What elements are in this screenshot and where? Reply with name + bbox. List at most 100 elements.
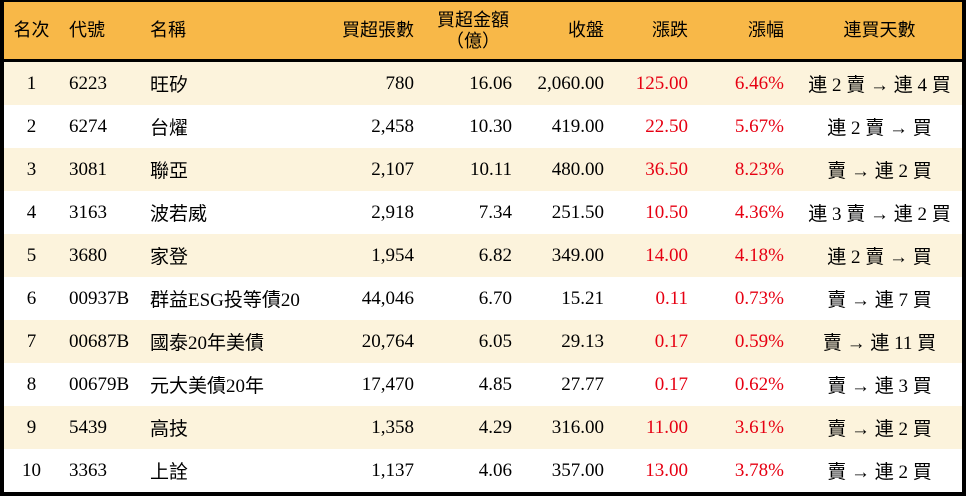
cell-code: 00937B — [69, 287, 130, 309]
cell-rank: 3 — [26, 158, 37, 180]
cell-change: 36.50 — [645, 158, 688, 180]
cell-change_pct: 8.23% — [734, 158, 784, 180]
cell-close: 251.50 — [551, 201, 604, 223]
header-code: 代號 — [59, 2, 144, 62]
header-streak: 連買天數 — [797, 2, 962, 62]
table-row: 8 00679B 元大美債20年 17,470 4.85 27.77 0.17 0.62% 賣 … — [4, 363, 962, 406]
cell-amount: 16.06 — [469, 72, 512, 94]
cell-amount: 6.70 — [478, 287, 512, 309]
cell-change: 0.17 — [654, 330, 688, 352]
cell-rank: 1 — [26, 72, 37, 94]
cell-close: 27.77 — [561, 373, 604, 395]
cell-change_pct: 0.73% — [734, 287, 784, 309]
cell-code: 00687B — [69, 330, 130, 352]
cell-name: 群益ESG投等債20 — [150, 290, 300, 311]
cell-volume: 780 — [385, 72, 415, 94]
cell-change_pct: 0.62% — [734, 373, 784, 395]
cell-streak: 賣 → 連 11 買 — [822, 333, 937, 354]
cell-volume: 17,470 — [361, 373, 414, 395]
cell-rank: 2 — [26, 115, 37, 137]
cell-code: 6223 — [69, 72, 107, 94]
header-amount: 買超金額 （億） — [424, 2, 522, 62]
cell-volume: 1,954 — [371, 244, 414, 266]
cell-amount: 7.34 — [478, 201, 512, 223]
table-row: 5 3680 家登 1,954 6.82 349.00 14.00 4.18% 連 2 賣 → … — [4, 234, 962, 277]
header-close: 收盤 — [522, 2, 617, 62]
cell-rank: 9 — [26, 416, 37, 438]
cell-change: 0.17 — [654, 373, 688, 395]
cell-streak: 連 3 賣 → 連 2 買 — [808, 204, 951, 225]
cell-streak: 賣 → 連 7 買 — [827, 290, 932, 311]
cell-name: 上詮 — [150, 462, 189, 483]
cell-name: 波若威 — [150, 204, 208, 225]
cell-close: 29.13 — [561, 330, 604, 352]
cell-streak: 賣 → 連 3 買 — [827, 376, 932, 397]
header-volume: 買超張數 — [332, 2, 424, 62]
cell-name: 旺矽 — [150, 75, 189, 96]
cell-change: 10.50 — [645, 201, 688, 223]
cell-code: 5439 — [69, 416, 107, 438]
cell-amount: 10.30 — [469, 115, 512, 137]
cell-code: 3163 — [69, 201, 107, 223]
table-row: 1 6223 旺矽 780 16.06 2,060.00 125.00 6.46% 連 2 賣 … — [4, 60, 962, 105]
cell-volume: 20,764 — [361, 330, 414, 352]
cell-name: 元大美債20年 — [150, 376, 265, 397]
table-row: 4 3163 波若威 2,918 7.34 251.50 10.50 4.36% 連 3 賣 →… — [4, 191, 962, 234]
cell-volume: 2,458 — [371, 115, 414, 137]
cell-name: 高技 — [150, 419, 189, 440]
cell-change_pct: 4.36% — [734, 201, 784, 223]
cell-change: 22.50 — [645, 115, 688, 137]
cell-code: 3363 — [69, 459, 107, 481]
cell-close: 349.00 — [551, 244, 604, 266]
cell-change_pct: 4.18% — [734, 244, 784, 266]
cell-name: 家登 — [150, 247, 189, 268]
cell-rank: 6 — [26, 287, 37, 309]
cell-name: 台燿 — [150, 118, 189, 139]
cell-volume: 1,137 — [371, 459, 414, 481]
cell-streak: 賣 → 連 2 買 — [827, 419, 932, 440]
cell-change_pct: 0.59% — [734, 330, 784, 352]
cell-close: 419.00 — [551, 115, 604, 137]
cell-name: 聯亞 — [150, 161, 189, 182]
table-row: 9 5439 高技 1,358 4.29 316.00 11.00 3.61% 賣 → 連 2 … — [4, 406, 962, 449]
cell-close: 316.00 — [551, 416, 604, 438]
cell-code: 6274 — [69, 115, 107, 137]
cell-change_pct: 5.67% — [734, 115, 784, 137]
cell-streak: 連 2 賣 → 買 — [827, 118, 932, 139]
buy-ranking-table: 名次 代號 名稱 買超張數 買超金額 （億） 收盤 漲跌 漲幅 連買天數 1 62… — [4, 2, 962, 492]
cell-rank: 5 — [26, 244, 37, 266]
header-change-pct: 漲幅 — [702, 2, 797, 62]
table-body: 1 6223 旺矽 780 16.06 2,060.00 125.00 6.46% 連 2 賣 … — [4, 60, 962, 492]
cell-amount: 4.85 — [478, 373, 512, 395]
cell-amount: 4.29 — [478, 416, 512, 438]
cell-streak: 賣 → 連 2 買 — [827, 161, 932, 182]
cell-change: 125.00 — [635, 72, 688, 94]
header-name: 名稱 — [144, 2, 332, 62]
cell-streak: 連 2 賣 → 買 — [827, 247, 932, 268]
cell-close: 2,060.00 — [537, 72, 605, 94]
cell-close: 15.21 — [561, 287, 604, 309]
cell-code: 3081 — [69, 158, 107, 180]
cell-change_pct: 6.46% — [734, 72, 784, 94]
header-amount-line2: （億） — [446, 30, 500, 51]
header-change: 漲跌 — [617, 2, 702, 62]
cell-amount: 6.82 — [478, 244, 512, 266]
cell-rank: 7 — [26, 330, 37, 352]
cell-streak: 賣 → 連 2 買 — [827, 462, 932, 483]
cell-change_pct: 3.61% — [734, 416, 784, 438]
cell-close: 357.00 — [551, 459, 604, 481]
cell-volume: 44,046 — [361, 287, 414, 309]
cell-close: 480.00 — [551, 158, 604, 180]
header-amount-line1: 買超金額 — [437, 9, 509, 30]
table-row: 10 3363 上詮 1,137 4.06 357.00 13.00 3.78% 賣 → 連 2… — [4, 449, 962, 492]
table-row: 3 3081 聯亞 2,107 10.11 480.00 36.50 8.23% 賣 → 連 2… — [4, 148, 962, 191]
cell-amount: 4.06 — [478, 459, 512, 481]
cell-name: 國泰20年美債 — [150, 333, 265, 354]
cell-change: 0.11 — [655, 287, 688, 309]
cell-rank: 10 — [22, 459, 41, 481]
table-header: 名次 代號 名稱 買超張數 買超金額 （億） 收盤 漲跌 漲幅 連買天數 — [4, 2, 962, 62]
cell-rank: 8 — [26, 373, 37, 395]
cell-rank: 4 — [26, 201, 37, 223]
table-row: 6 00937B 群益ESG投等債20 44,046 6.70 15.21 0.11 0.73… — [4, 277, 962, 320]
